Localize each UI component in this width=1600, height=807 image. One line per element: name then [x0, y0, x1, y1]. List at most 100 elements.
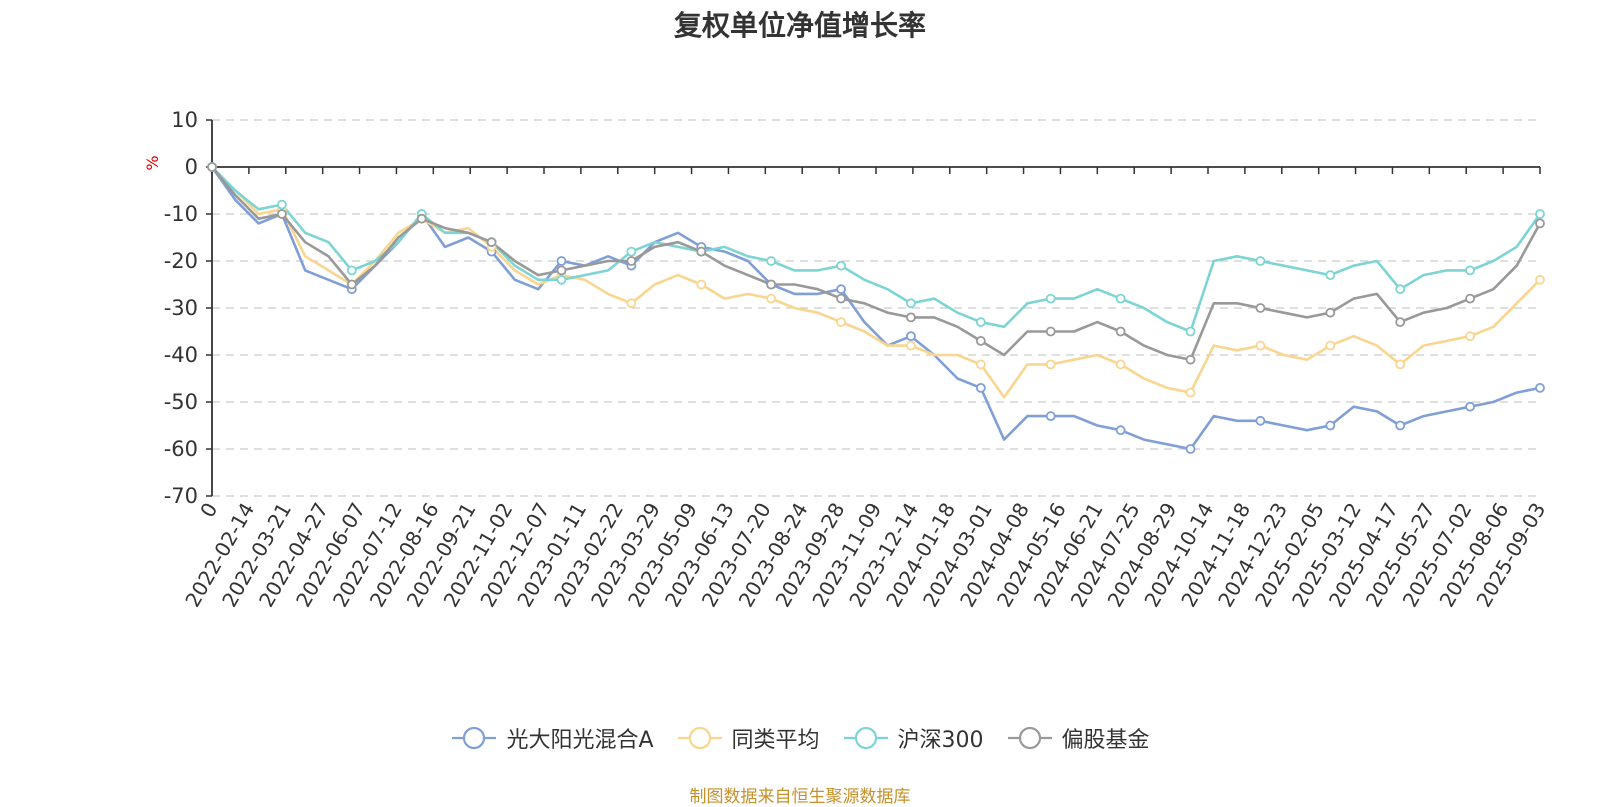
legend-line-circle-icon [452, 726, 497, 750]
data-point [696, 279, 707, 290]
data-point [416, 213, 427, 224]
data-point [276, 209, 287, 219]
data-point [906, 331, 916, 342]
data-point [1045, 411, 1056, 422]
data-point [836, 284, 846, 295]
series-line-0 [210, 166, 1541, 451]
data-point [1115, 293, 1126, 304]
data-point [696, 246, 707, 257]
legend-circle [463, 726, 486, 750]
y-tick-label: 0 [185, 155, 198, 179]
chart-title: 复权单位净值增长率 [673, 9, 926, 42]
series-lines [210, 166, 1542, 451]
data-point [766, 256, 777, 266]
legend-line-circle-icon [1007, 726, 1052, 750]
data-point [975, 317, 986, 328]
y-tick-label: -40 [164, 343, 198, 367]
series-line-1 [211, 166, 1541, 399]
y-tick-label: -30 [164, 296, 198, 320]
data-point [1535, 209, 1545, 219]
y-tick-label: -60 [164, 437, 198, 461]
data-point [1255, 256, 1266, 266]
y-tick-label: -50 [164, 390, 198, 414]
y-tick-label: -10 [164, 202, 198, 226]
data-point [1185, 387, 1196, 398]
data-point [1325, 340, 1336, 351]
data-point [975, 382, 986, 393]
legend-label: 偏股基金 [1061, 728, 1150, 753]
data-point [1395, 420, 1406, 431]
legend-label: 沪深300 [897, 728, 984, 753]
data-point [1325, 307, 1336, 318]
data-point [1465, 331, 1476, 342]
data-point [626, 256, 637, 266]
x-tick-label: 0 [195, 499, 222, 522]
data-point [626, 246, 637, 257]
data-point [1535, 218, 1545, 229]
legend-item[interactable]: 沪深300 [842, 722, 984, 754]
data-point [906, 312, 916, 323]
legend: 光大阳光混合A 同类平均 沪深300 偏股基金 [0, 722, 1600, 754]
data-point [1255, 303, 1266, 313]
data-point [1465, 401, 1476, 412]
data-point [836, 293, 846, 304]
data-point [1395, 284, 1406, 295]
data-point [836, 260, 846, 271]
legend-label: 同类平均 [731, 728, 820, 753]
y-tick-label: -20 [164, 249, 198, 273]
axes [206, 119, 1541, 497]
data-point [1045, 326, 1056, 337]
legend-circle [688, 726, 711, 750]
data-point [276, 199, 287, 210]
data-point [1115, 359, 1126, 370]
series-markers [207, 162, 1545, 454]
data-point [556, 265, 567, 276]
y-tick-label: 10 [171, 108, 198, 132]
y-axis-unit: % [143, 155, 162, 170]
legend-line-circle-icon [677, 726, 722, 750]
data-point [906, 340, 916, 351]
legend-item[interactable]: 同类平均 [676, 722, 820, 754]
data-point [766, 293, 777, 304]
data-point [346, 265, 357, 276]
data-point [766, 279, 777, 290]
data-point [975, 335, 986, 346]
data-point [556, 274, 567, 285]
data-point [1465, 293, 1476, 304]
data-point [975, 359, 986, 370]
data-point [1325, 270, 1336, 281]
data-point [1045, 293, 1056, 304]
legend-line-circle-icon [843, 726, 888, 750]
tick-labels: 100-10-20-30-40-50-60-70%02022-02-142022… [143, 108, 1550, 611]
data-point [1255, 340, 1266, 351]
data-point [1045, 359, 1056, 370]
source-note: 制图数据来自恒生聚源数据库 [689, 787, 911, 807]
data-point [1185, 444, 1196, 454]
data-point [486, 237, 497, 248]
data-point [1115, 425, 1126, 436]
data-point [346, 279, 357, 290]
data-point [626, 298, 637, 309]
data-point [1395, 359, 1406, 370]
data-point [836, 317, 846, 328]
data-point [906, 298, 916, 309]
data-point [1185, 354, 1196, 365]
series-line-3 [210, 166, 1542, 361]
data-point [556, 256, 567, 266]
legend-item[interactable]: 偏股基金 [1006, 722, 1150, 754]
legend-circle [854, 726, 877, 750]
data-point [1395, 317, 1406, 328]
legend-label: 光大阳光混合A [506, 728, 654, 753]
data-point [1465, 265, 1476, 276]
data-point [1325, 420, 1336, 431]
legend-item[interactable]: 光大阳光混合A [450, 722, 654, 754]
data-point [1535, 382, 1545, 393]
data-point [1185, 326, 1196, 337]
data-point [1255, 415, 1266, 426]
y-tick-label: -70 [164, 484, 198, 508]
data-point [1115, 326, 1126, 337]
data-point [1535, 274, 1545, 285]
data-point [207, 162, 217, 172]
legend-circle [1018, 726, 1041, 750]
